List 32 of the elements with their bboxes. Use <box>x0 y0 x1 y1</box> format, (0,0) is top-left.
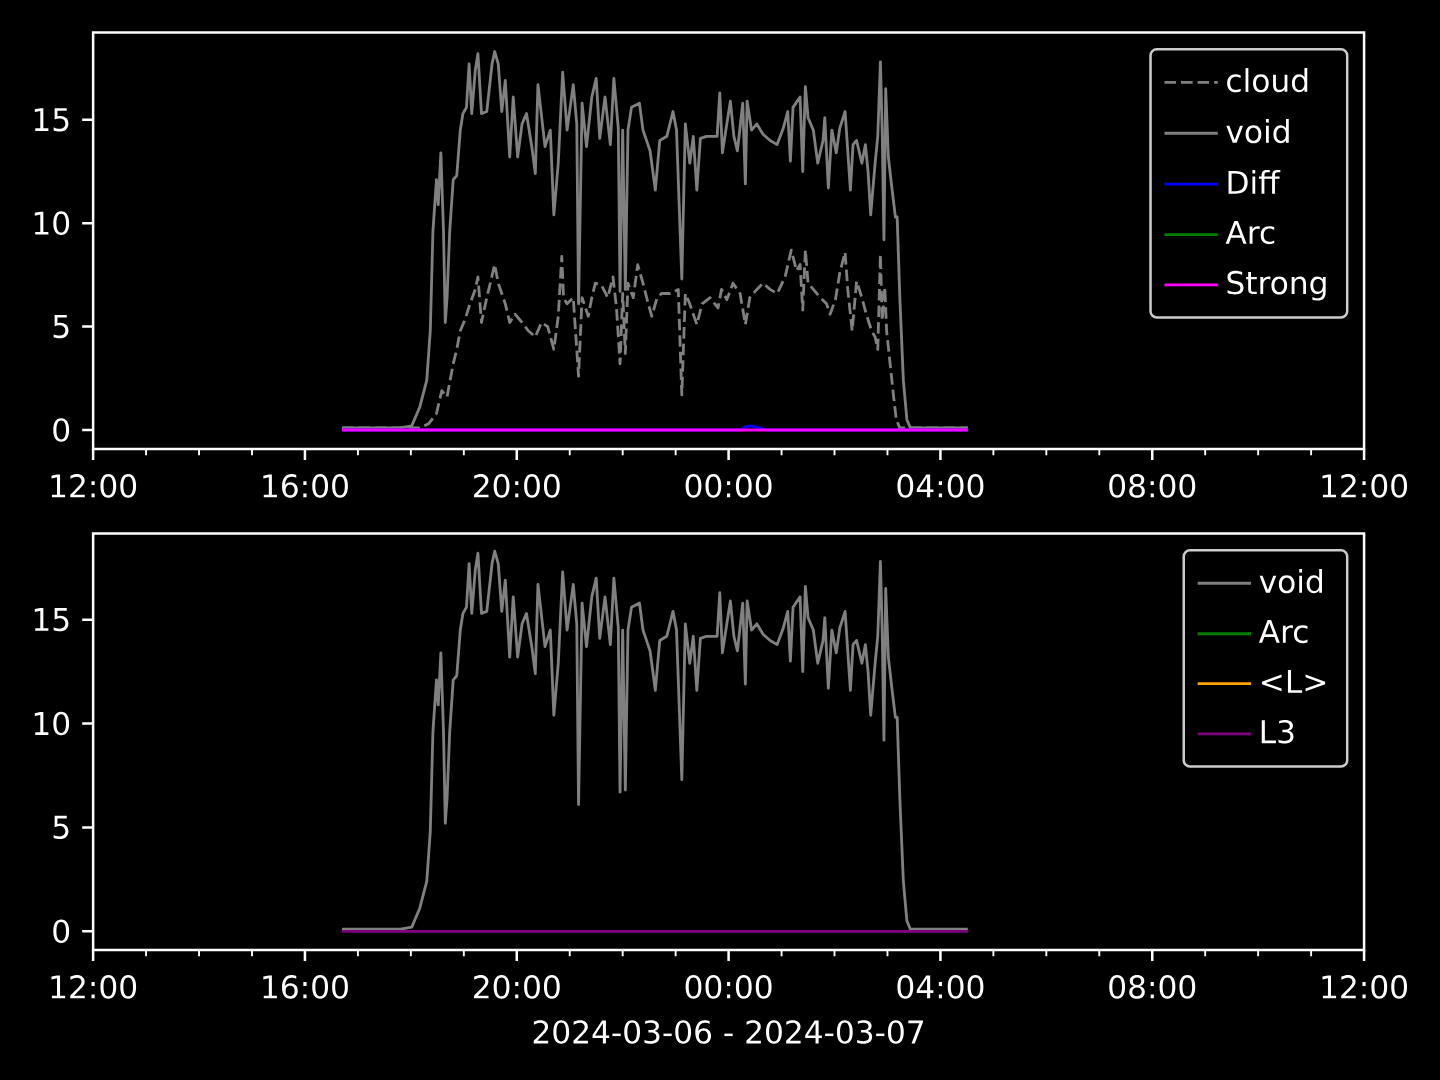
legend-label: Arc <box>1258 619 1308 644</box>
x-tick-label: 12:00 <box>51 474 137 498</box>
y-tick-label: 10 <box>34 211 70 236</box>
legend-label: Strong <box>1227 270 1326 301</box>
x-tick-label: 00:00 <box>685 474 772 498</box>
x-tick-label: 16:00 <box>263 975 348 999</box>
x-tick-label: 04:00 <box>897 975 984 999</box>
x-tick-label: 12:00 <box>51 975 137 999</box>
y-tick-label: 15 <box>34 108 69 132</box>
legend-label: L3 <box>1261 719 1294 744</box>
y-tick-label: 15 <box>34 608 69 632</box>
y-tick-label: 0 <box>53 418 70 442</box>
x-tick-label: 04:00 <box>897 474 984 498</box>
x-axis-title: 2024-03-06 - 2024-03-07 <box>533 1020 923 1044</box>
legend-label: cloud <box>1227 68 1308 93</box>
x-tick-label: 20:00 <box>474 474 560 498</box>
x-tick-label: 20:00 <box>474 975 560 999</box>
y-tick-label: 10 <box>34 711 70 736</box>
x-tick-label: 08:00 <box>1109 474 1196 498</box>
x-tick-label: 00:00 <box>685 975 772 999</box>
legend-label: void <box>1226 119 1289 144</box>
x-tick-label: 12:00 <box>1322 975 1408 999</box>
y-tick-label: 5 <box>53 815 69 840</box>
x-tick-label: 16:00 <box>263 474 348 498</box>
y-tick-label: 0 <box>53 919 70 944</box>
x-tick-label: 08:00 <box>1109 975 1196 999</box>
legend-label: Arc <box>1225 220 1275 245</box>
y-tick-label: 5 <box>53 314 69 339</box>
x-tick-label: 12:00 <box>1322 474 1408 498</box>
legend-label: <L> <box>1262 669 1326 693</box>
legend-label: void <box>1259 569 1322 594</box>
legend-label: Diff <box>1228 169 1281 194</box>
